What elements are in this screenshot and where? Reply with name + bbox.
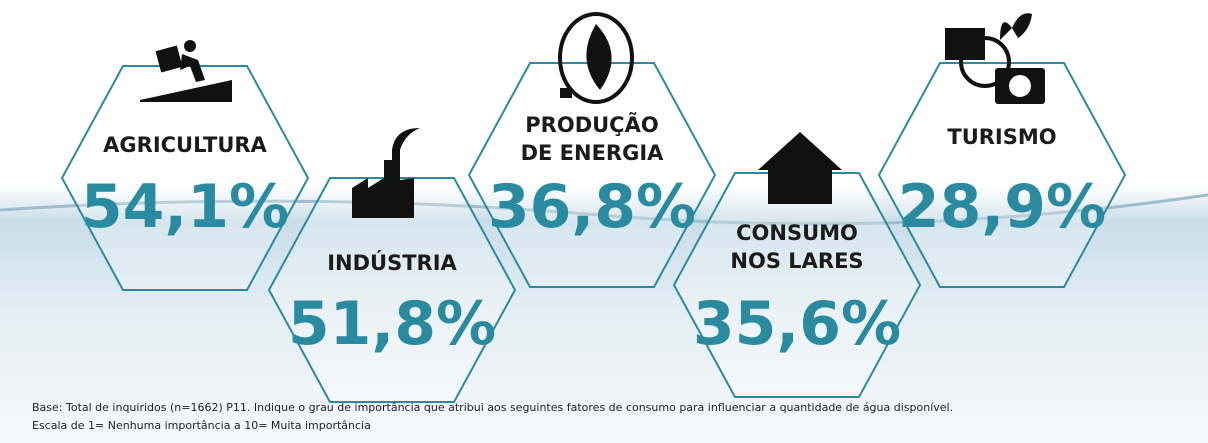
footer-scale: Escala de 1= Nenhuma importância a 10= M… bbox=[32, 419, 371, 432]
sector-value: 54,1% bbox=[81, 172, 289, 242]
hexagon bbox=[877, 62, 1127, 288]
sector-label: PRODUÇÃO bbox=[525, 112, 658, 137]
sector-texts: AGRICULTURA 54,1% INDÚSTRIA 51,8% PRODUÇÃO DE… bbox=[81, 112, 1106, 359]
hexagon bbox=[672, 172, 922, 398]
sector-label: NOS LARES bbox=[730, 249, 863, 273]
water-line bbox=[0, 193, 1208, 226]
sector-label: CONSUMO bbox=[736, 221, 858, 245]
icon-smoke bbox=[392, 128, 420, 150]
icon-leaf bbox=[586, 24, 612, 90]
icon-lens bbox=[1009, 75, 1031, 97]
icon-box bbox=[155, 45, 183, 73]
icon-butterfly bbox=[1000, 13, 1032, 40]
footer-base: Base: Total de inquiridos (n=1662) P11. … bbox=[32, 401, 953, 414]
hexagon bbox=[467, 62, 717, 288]
hexagon bbox=[267, 177, 517, 403]
icon-plug bbox=[560, 88, 572, 98]
icon-field bbox=[140, 80, 232, 102]
icon-factory bbox=[352, 150, 414, 218]
hexagon bbox=[60, 65, 310, 291]
icons bbox=[140, 12, 1045, 218]
icon-ring bbox=[558, 12, 634, 104]
sector-label: INDÚSTRIA bbox=[327, 250, 457, 275]
icon-globe bbox=[959, 36, 1011, 88]
hexagons bbox=[60, 62, 1127, 403]
icon-photo bbox=[945, 28, 985, 60]
sector-label: TURISMO bbox=[947, 125, 1056, 149]
sector-value: 36,8% bbox=[488, 172, 696, 242]
sector-value: 35,6% bbox=[693, 289, 901, 359]
sector-label: DE ENERGIA bbox=[521, 141, 665, 165]
icon-head bbox=[184, 40, 196, 52]
sector-label: AGRICULTURA bbox=[103, 133, 267, 157]
icon-body bbox=[180, 54, 205, 82]
sector-value: 51,8% bbox=[288, 289, 496, 359]
icon-house bbox=[758, 132, 842, 204]
sector-value: 28,9% bbox=[898, 172, 1106, 242]
